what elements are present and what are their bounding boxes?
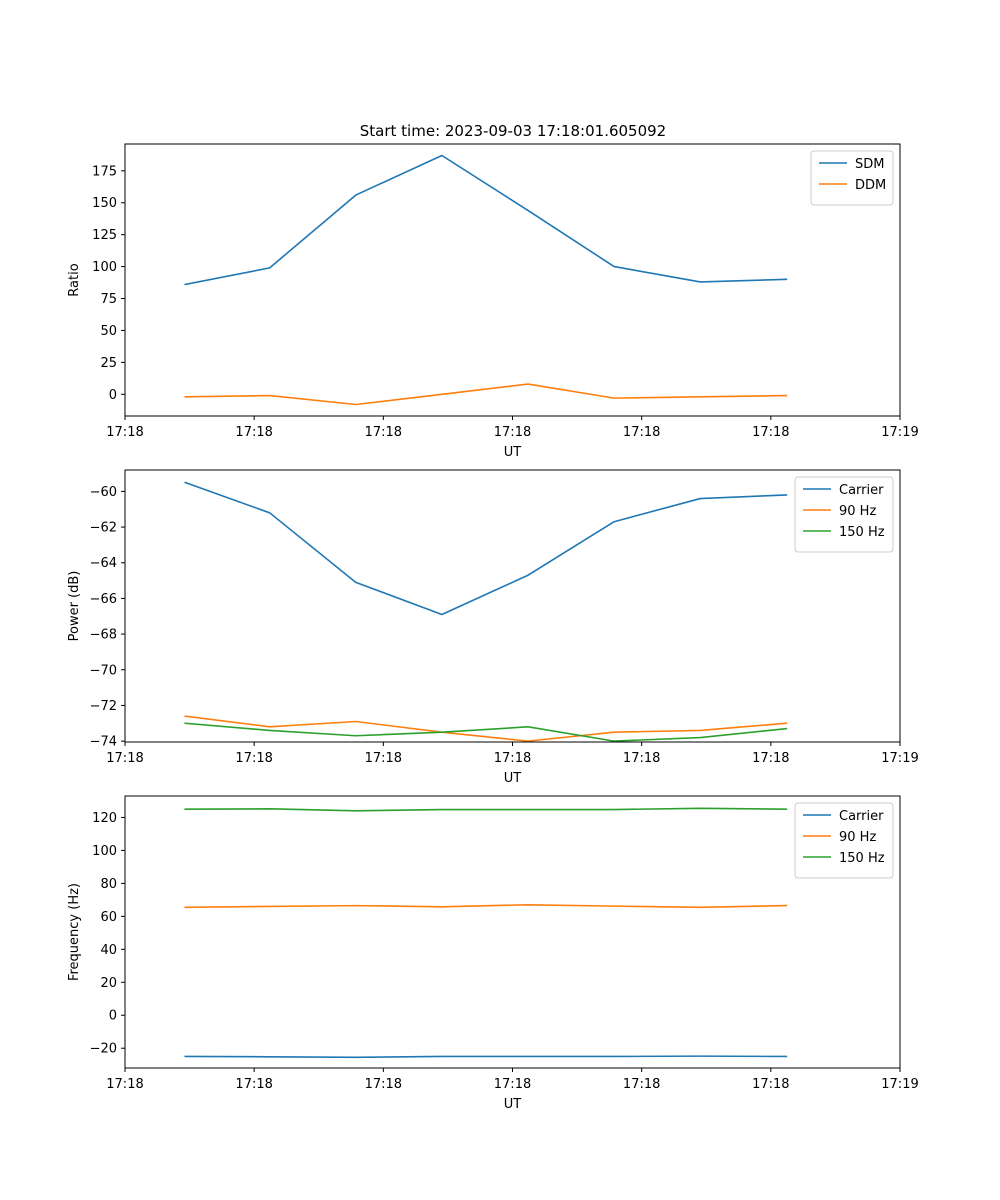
legend-box [810, 150, 894, 206]
y-tick-label: −60 [90, 485, 117, 500]
y-tick-label: 100 [92, 844, 117, 859]
y-tick-label: 60 [100, 910, 117, 925]
y-tick-label: −66 [90, 592, 117, 607]
series-line-90-hz [184, 903, 788, 909]
x-tick-label: 17:18 [623, 425, 660, 440]
chart-panels: 17:18 17:18 17:18 17:18 17:18 17:18 17:19 0 25 50… [67, 143, 919, 1112]
y-tick-label: 50 [100, 324, 117, 339]
legend-label: Carrier [839, 483, 884, 498]
x-tick-label: 17:18 [623, 1077, 660, 1092]
x-tick-label: 17:18 [106, 751, 143, 766]
y-tick-label: −70 [90, 663, 117, 678]
series-line-150-hz [184, 807, 788, 812]
legend: Carrier 90 Hz 150 Hz [794, 476, 894, 553]
y-tick-label: 80 [100, 877, 117, 892]
x-tick-label: 17:18 [752, 751, 789, 766]
y-tick-label: 150 [92, 196, 117, 211]
x-tick-label: 17:18 [235, 425, 272, 440]
y-tick-label: 25 [100, 356, 117, 371]
x-axis-label: UT [504, 771, 522, 786]
legend-label: 150 Hz [839, 851, 885, 866]
y-tick-label: −20 [90, 1042, 117, 1057]
y-tick-label: 0 [109, 1009, 117, 1024]
y-tick-label: 125 [92, 228, 117, 243]
legend-label: SDM [855, 157, 884, 172]
y-axis-label: Frequency (Hz) [67, 883, 82, 981]
figure-title: Start time: 2023-09-03 17:18:01.605092 [360, 122, 666, 140]
legend-label: 90 Hz [839, 504, 876, 519]
y-tick-label: 0 [109, 388, 117, 403]
chart-panel-3: 17:18 17:18 17:18 17:18 17:18 17:18 17:19 −20 0 2… [67, 795, 919, 1112]
x-tick-label: 17:19 [881, 425, 918, 440]
x-tick-label: 17:18 [235, 1077, 272, 1092]
series-line-150-hz [184, 722, 788, 742]
y-tick-label: 20 [100, 976, 117, 991]
y-tick-label: 120 [92, 811, 117, 826]
y-tick-label: −62 [90, 521, 117, 536]
x-tick-label: 17:18 [494, 751, 531, 766]
chart-panel-2: 17:18 17:18 17:18 17:18 17:18 17:18 17:19 −74 −7… [67, 469, 919, 786]
x-tick-label: 17:18 [494, 1077, 531, 1092]
x-tick-label: 17:18 [623, 751, 660, 766]
y-tick-label: 40 [100, 943, 117, 958]
x-axis-label: UT [504, 445, 522, 460]
legend: Carrier 90 Hz 150 Hz [794, 802, 894, 879]
legend-label: DDM [855, 178, 886, 193]
y-axis-label: Ratio [67, 263, 82, 296]
x-tick-label: 17:19 [881, 1077, 918, 1092]
series-line-carrier [184, 481, 788, 616]
series-line-carrier [184, 1055, 788, 1059]
series-line-ddm [184, 383, 788, 406]
y-tick-label: −74 [90, 735, 117, 750]
x-tick-label: 17:18 [365, 1077, 402, 1092]
series-line-sdm [184, 154, 788, 286]
series-line-90-hz [184, 715, 788, 742]
y-tick-label: −64 [90, 556, 117, 571]
legend-box [794, 802, 894, 879]
x-tick-label: 17:18 [752, 1077, 789, 1092]
x-tick-label: 17:18 [106, 1077, 143, 1092]
legend-label: 150 Hz [839, 525, 885, 540]
x-tick-label: 17:18 [752, 425, 789, 440]
y-tick-label: 100 [92, 260, 117, 275]
x-tick-label: 17:18 [106, 425, 143, 440]
x-axis-label: UT [504, 1097, 522, 1112]
x-tick-label: 17:18 [365, 425, 402, 440]
legend-label: 90 Hz [839, 830, 876, 845]
x-tick-label: 17:18 [494, 425, 531, 440]
chart-panel-1: 17:18 17:18 17:18 17:18 17:18 17:18 17:19 0 25 50… [67, 143, 919, 460]
x-tick-label: 17:18 [235, 751, 272, 766]
y-tick-label: 175 [92, 164, 117, 179]
legend-box [794, 476, 894, 553]
legend-label: Carrier [839, 809, 884, 824]
y-tick-label: −68 [90, 628, 117, 643]
x-tick-label: 17:19 [881, 751, 918, 766]
x-tick-label: 17:18 [365, 751, 402, 766]
y-tick-label: −72 [90, 699, 117, 714]
y-tick-label: 75 [100, 292, 117, 307]
y-axis-label: Power (dB) [67, 571, 82, 642]
legend: SDM DDM [810, 150, 894, 206]
